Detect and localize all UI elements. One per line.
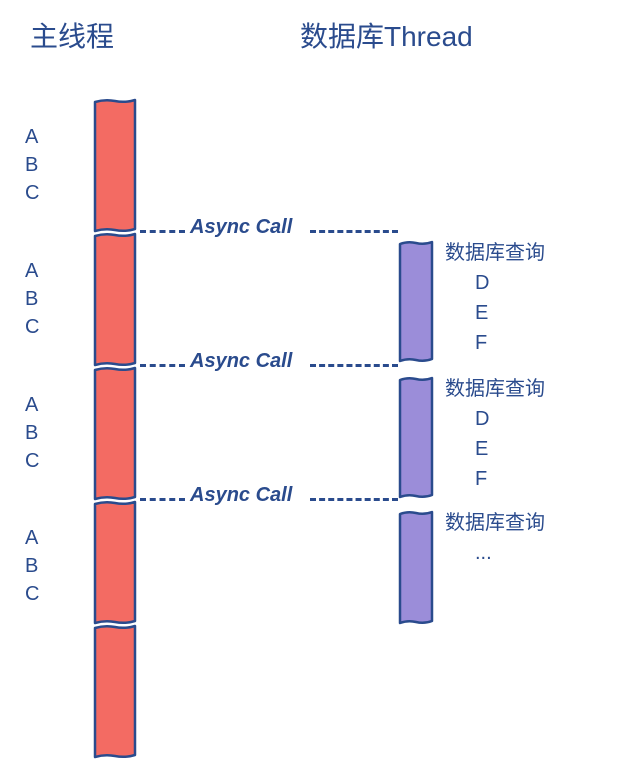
main-segment-labels: ABC (25, 123, 41, 207)
db-segment-labels: 数据库查询DEF (445, 238, 545, 358)
db-thread-segment (396, 508, 436, 626)
main-thread-segment (91, 622, 139, 760)
main-thread-header: 主线程 (30, 15, 114, 55)
db-thread-segment (396, 374, 436, 500)
main-segment-labels: ABC (25, 524, 41, 608)
db-segment-labels: 数据库查询DEF (445, 374, 545, 494)
main-segment-labels: ABC (25, 391, 41, 475)
async-dash-right (310, 230, 398, 233)
async-dash-left (140, 364, 185, 367)
main-thread-segment (91, 230, 139, 368)
db-thread-header: 数据库Thread (300, 15, 473, 55)
main-segment-labels: ABC (25, 257, 41, 341)
main-thread-segment (91, 364, 139, 502)
async-dash-left (140, 498, 185, 501)
async-call-label: Async Call (190, 484, 292, 507)
async-dash-right (310, 498, 398, 501)
main-thread-segment (91, 498, 139, 626)
db-segment-labels: 数据库查询... (445, 508, 545, 568)
main-thread-segment (91, 96, 139, 234)
async-call-label: Async Call (190, 216, 292, 239)
async-dash-right (310, 364, 398, 367)
async-call-label: Async Call (190, 350, 292, 373)
db-thread-segment (396, 238, 436, 364)
async-dash-left (140, 230, 185, 233)
